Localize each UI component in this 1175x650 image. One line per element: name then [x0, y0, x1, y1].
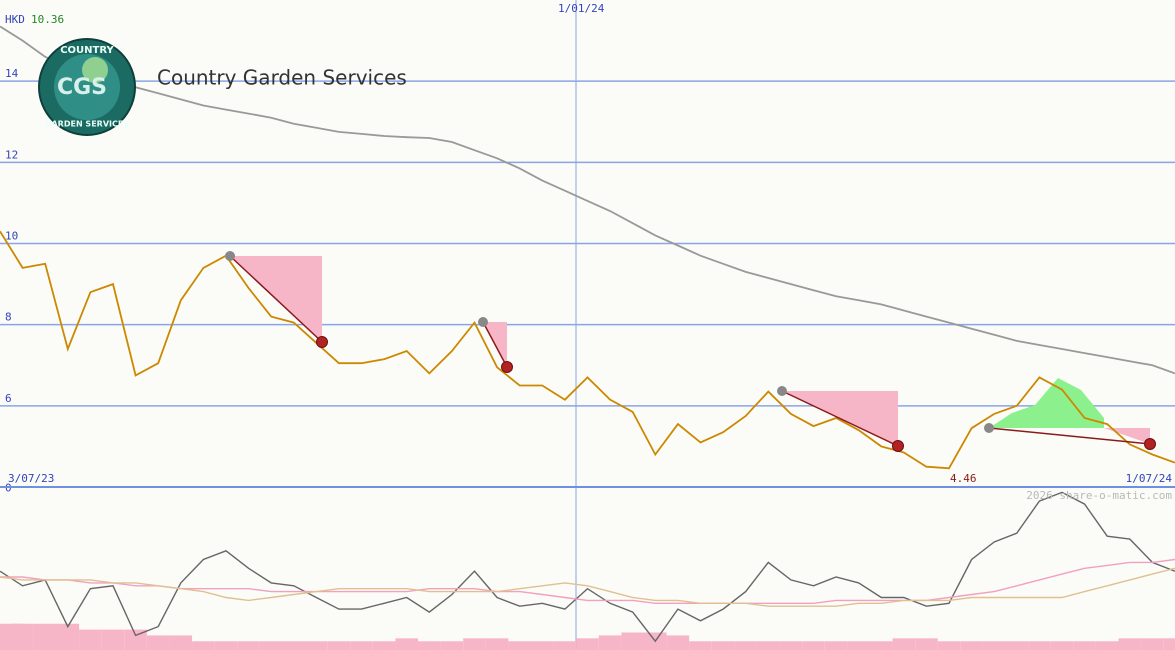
volume-bar	[892, 638, 916, 650]
volume-bar	[79, 629, 102, 650]
volume-bar	[666, 635, 690, 650]
volume-bar	[1005, 641, 1029, 650]
volume-bar	[779, 641, 803, 650]
volume-bar	[33, 623, 57, 650]
volume-bar	[237, 641, 260, 650]
signal-line	[229, 255, 323, 343]
volume-bar	[350, 641, 373, 650]
series-line	[0, 567, 1175, 607]
volume-bar	[982, 641, 1006, 650]
volume-bar	[1073, 641, 1096, 650]
logo: COUNTRY CGS GARDEN SERVICES	[38, 38, 136, 136]
volume-bar	[305, 641, 328, 650]
volume-bar	[372, 641, 396, 650]
volume-bar	[282, 641, 306, 650]
volume-bar	[508, 641, 532, 650]
volume-bar	[960, 641, 983, 650]
volume-bar	[395, 638, 419, 650]
x-tick-label: 1/01/24	[558, 2, 605, 15]
volume-bar	[1095, 641, 1119, 650]
y-tick-label: 8	[5, 311, 12, 324]
volume-bar	[598, 635, 622, 650]
logo-text: CGS	[57, 75, 107, 100]
volume-bar	[847, 641, 870, 650]
volume-bar	[11, 623, 34, 650]
signal-line	[988, 427, 1151, 445]
signal-line	[482, 321, 508, 368]
low-label: 4.46	[950, 472, 977, 485]
volume-bar	[1028, 641, 1051, 650]
volume-bar	[214, 641, 238, 650]
volume-bar	[1118, 638, 1142, 650]
plot	[0, 25, 1175, 650]
x-tick-label: 3/07/23	[8, 472, 54, 485]
volume-bar	[146, 635, 170, 650]
volume-bar	[1050, 641, 1074, 650]
watermark: 2026 share-o-matic.com	[1026, 489, 1172, 502]
signal-end	[892, 440, 904, 452]
volume-bar	[531, 641, 554, 650]
signal-lines	[225, 251, 1156, 452]
signal-end	[1144, 438, 1156, 450]
series-line	[0, 230, 1175, 470]
volume-bar	[101, 629, 125, 650]
volume-bar	[553, 641, 577, 650]
volume-bar	[576, 638, 599, 650]
signal-start	[225, 251, 235, 261]
volume-bar	[463, 638, 486, 650]
volume-bar	[327, 641, 351, 650]
volume-bar	[124, 629, 147, 650]
chart-title: Country Garden Services	[157, 66, 407, 90]
volume-bar	[440, 641, 464, 650]
series-line	[0, 491, 1175, 643]
volume-bar	[1141, 638, 1164, 650]
volume-bar	[1163, 638, 1175, 650]
volume-bar	[869, 641, 893, 650]
signal-start	[984, 423, 994, 433]
y-tick-label: 6	[5, 392, 12, 405]
volume-bar	[259, 641, 283, 650]
y-tick-label: 14	[5, 67, 19, 80]
logo-text: GARDEN SERVICES	[45, 120, 129, 129]
x-tick-label: 1/07/24	[1126, 472, 1173, 485]
volume-bar	[418, 641, 441, 650]
series-line	[0, 558, 1175, 604]
currency: HKD	[5, 13, 25, 26]
volume-bar	[802, 641, 825, 650]
volume-bar	[689, 641, 712, 650]
volume-bar	[756, 641, 780, 650]
y-tick-label: 12	[5, 148, 18, 161]
volume-bar	[56, 623, 80, 650]
signal-end	[501, 361, 513, 373]
signal-end	[316, 336, 328, 348]
volume-bar	[192, 641, 215, 650]
last-price: 10.36	[31, 13, 64, 26]
volume-bar	[485, 638, 509, 650]
volume-bar	[915, 638, 938, 650]
signal-line	[781, 390, 899, 447]
signal-start	[777, 386, 787, 396]
logo-text: COUNTRY	[60, 45, 114, 56]
volume-bar	[711, 641, 735, 650]
volume-bar	[937, 641, 961, 650]
volume-bar	[734, 641, 757, 650]
series-line	[0, 25, 1175, 375]
signal-start	[478, 317, 488, 327]
y-tick-label: 10	[5, 230, 18, 243]
volume-bar	[824, 641, 848, 650]
signal-area	[989, 378, 1104, 428]
volume-bar	[169, 635, 193, 650]
logo-tree	[82, 57, 108, 83]
volume-bar	[621, 632, 644, 650]
